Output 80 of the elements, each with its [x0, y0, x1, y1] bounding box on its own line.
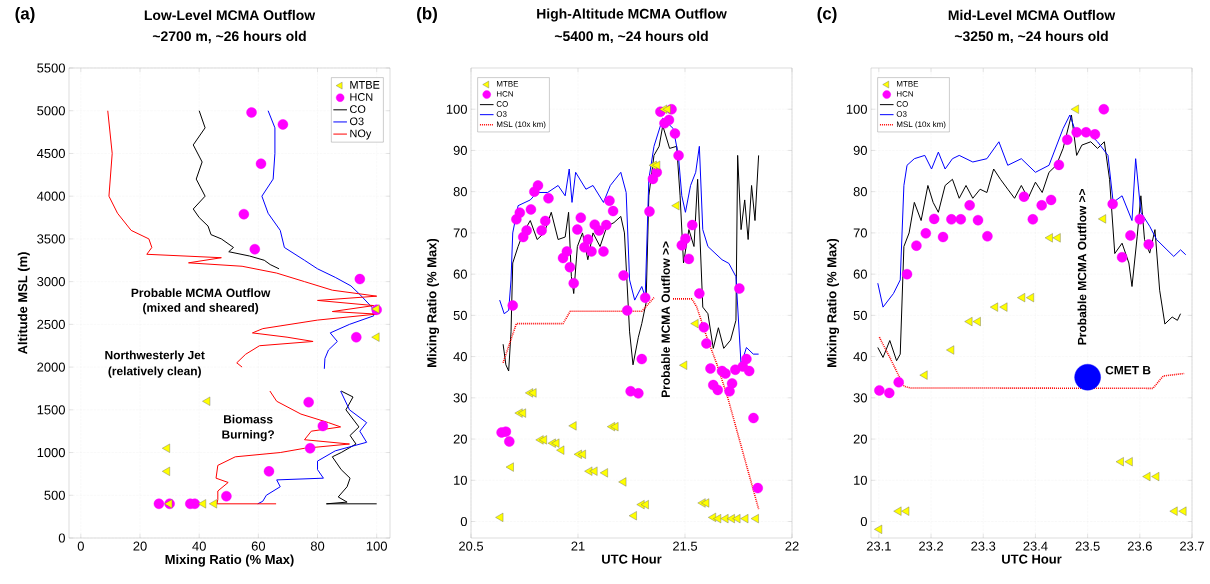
annotation: (relatively clean): [108, 366, 201, 378]
annotation: Biomass: [224, 414, 273, 424]
x-tick-label: 23.3: [971, 541, 996, 551]
annotation: Northwesterly Jet: [105, 350, 205, 362]
x-tick-label: 23.1: [866, 541, 891, 551]
text: (c): [817, 7, 837, 23]
annotation: (mixed and sheared): [143, 303, 259, 315]
y-tick-label: 100: [446, 104, 467, 114]
y-tick-label: 20: [853, 434, 867, 444]
y-tick-label: 3000: [37, 277, 65, 287]
y-tick-label: 0: [460, 516, 467, 527]
legend-label: NOy: [350, 129, 372, 140]
y-tick-label: 3500: [37, 234, 65, 244]
chart-title: High-Altitude MCMA Outflow: [537, 8, 727, 22]
y-tick-label: 5500: [37, 63, 65, 73]
text: (a): [15, 7, 35, 23]
x-tick-label: 23.2: [919, 541, 943, 551]
y-tick-label: 80: [853, 187, 867, 197]
legend-label: HCN: [350, 93, 373, 101]
y-tick-label: 40: [853, 352, 867, 362]
x-tick-label: 40: [192, 541, 206, 551]
annotation: CMET B: [1105, 365, 1151, 375]
x-tick-label: 20.5: [459, 541, 484, 551]
x-tick-label: 23.6: [1127, 541, 1152, 551]
x-tick-label: 0: [77, 541, 84, 551]
annotation: Probable MCMA Outflow >>: [661, 241, 670, 398]
y-tick-label: 70: [453, 228, 467, 238]
y-tick-label: 2500: [37, 319, 65, 329]
y-tick-label: 0: [860, 516, 867, 527]
y-tick-label: 100: [846, 104, 867, 114]
y-tick-label: 2000: [37, 362, 65, 372]
annotation: Burning?: [222, 429, 274, 442]
x-tick-label: 22: [785, 541, 799, 551]
legend-label: MTBE: [350, 81, 380, 89]
chart-subtitle: ~5400 m, ~24 hours old: [554, 30, 708, 44]
text: (b): [417, 7, 437, 23]
x-axis-title: UTC Hour: [1002, 554, 1062, 564]
chart-subtitle: ~3250 m, ~24 hours old: [954, 30, 1108, 44]
y-tick-label: 4500: [36, 148, 65, 159]
x-tick-label: 80: [310, 541, 325, 551]
y-tick-label: 20: [453, 434, 467, 444]
x-tick-label: 21.5: [673, 541, 698, 551]
y-tick-label: 80: [453, 187, 467, 197]
y-tick-label: 4000: [36, 191, 65, 201]
x-tick-label: 21: [571, 541, 585, 551]
y-tick-label: 60: [853, 269, 867, 279]
y-tick-label: 90: [453, 145, 467, 156]
x-axis-title: UTC Hour: [602, 554, 662, 564]
y-axis-title: Mixing Ratio (% Max): [826, 238, 840, 367]
chart-subtitle: ~2700 m, ~26 hours old: [152, 30, 306, 44]
y-tick-label: 1500: [37, 405, 65, 415]
y-tick-label: 50: [453, 310, 467, 320]
y-tick-label: 90: [853, 145, 867, 156]
legend-label: O3: [349, 117, 364, 126]
y-tick-label: 30: [453, 393, 467, 403]
annotation: Probable MCMA Outflow >>: [1077, 188, 1087, 345]
y-tick-label: 5000: [37, 106, 65, 116]
y-tick-label: 1000: [37, 447, 65, 458]
y-tick-label: 40: [453, 352, 467, 362]
y-tick-label: 70: [853, 228, 867, 238]
y-tick-label: 60: [453, 269, 467, 279]
chart-title: Low-Level MCMA Outflow: [144, 9, 316, 21]
x-tick-label: 23.5: [1075, 541, 1100, 551]
y-axis-title: Mixing Ratio (% Max): [426, 238, 440, 367]
x-tick-label: 23.7: [1180, 541, 1204, 551]
y-tick-label: 500: [44, 490, 65, 500]
x-axis-title: Mixing Ratio (% Max): [165, 554, 294, 567]
y-tick-label: 30: [853, 393, 867, 403]
x-tick-label: 20: [133, 541, 147, 551]
y-tick-label: 10: [854, 475, 867, 485]
y-tick-label: 50: [853, 310, 867, 320]
legend-label: CO: [350, 105, 366, 113]
y-tick-label: 10: [454, 475, 467, 485]
chart-title: Mid-Level MCMA Outflow: [948, 9, 1116, 21]
annotation: Probable MCMA Outflow: [131, 288, 271, 298]
y-axis-title: Altitude MSL (m): [17, 252, 30, 355]
y-tick-label: 0: [58, 533, 65, 543]
x-tick-label: 23.4: [1023, 541, 1048, 551]
x-tick-label: 100: [366, 541, 387, 551]
x-tick-label: 60: [251, 541, 266, 551]
